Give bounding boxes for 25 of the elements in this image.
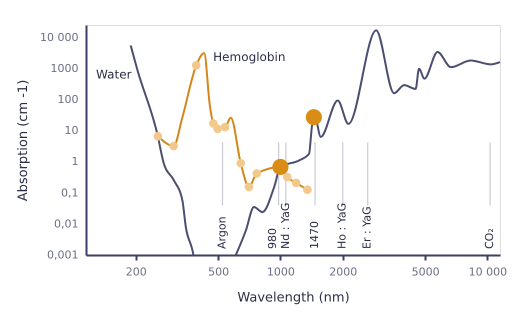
y-tick-label: 100	[58, 93, 78, 106]
ref-line-label: 1470	[308, 221, 322, 249]
ref-line-label: 980	[266, 228, 279, 249]
x-axis-title: Wavelength (nm)	[237, 290, 350, 306]
y-tick-label: 1000	[50, 62, 78, 75]
x-tick-label: 200	[126, 266, 147, 278]
y-axis-title: Absorption (cm -1)	[16, 80, 32, 202]
x-tick-label: 2000	[329, 266, 358, 278]
x-tick-label: 500	[208, 266, 230, 278]
x-tick-label: 10 000	[468, 266, 508, 278]
y-tick-label: 1	[72, 155, 78, 168]
ref-line-label: Nd : YaG	[278, 202, 292, 249]
ref-line-label: Ho : YaG	[336, 202, 349, 249]
ref-line-label: Er : YaG	[360, 206, 374, 249]
series-label: Hemoglobin	[213, 50, 286, 64]
series-label: Water	[96, 67, 132, 82]
ref-line-label: CO₂	[483, 228, 496, 249]
y-tick-label: 10 000	[40, 30, 78, 44]
y-tick-label: 0,001	[47, 248, 78, 262]
y-tick-label: 0,1	[61, 186, 78, 200]
y-tick-label: 0,01	[54, 217, 78, 230]
x-tick-label: 1000	[266, 266, 295, 278]
ref-line-label: Argon	[216, 216, 229, 249]
y-tick-label: 10	[64, 124, 78, 138]
x-tick-label: 5000	[412, 266, 440, 278]
